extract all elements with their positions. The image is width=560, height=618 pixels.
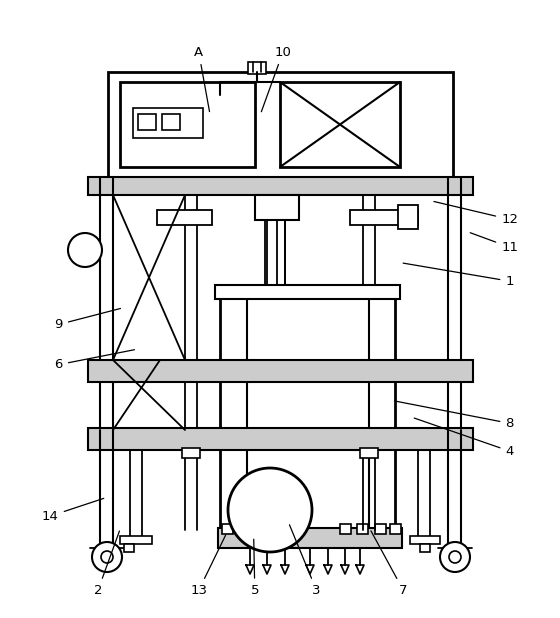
Bar bbox=[390, 524, 401, 534]
Bar bbox=[350, 210, 418, 225]
Bar bbox=[247, 295, 369, 530]
Text: 1: 1 bbox=[403, 263, 514, 288]
Bar bbox=[88, 428, 473, 450]
Text: 7: 7 bbox=[371, 531, 408, 597]
Bar bbox=[88, 177, 473, 195]
Text: 3: 3 bbox=[290, 525, 321, 597]
Bar bbox=[340, 524, 351, 534]
Text: 12: 12 bbox=[434, 201, 518, 226]
Text: 8: 8 bbox=[395, 401, 514, 430]
Bar bbox=[398, 205, 418, 229]
Bar bbox=[138, 114, 156, 130]
Bar bbox=[162, 114, 180, 130]
Bar bbox=[360, 448, 378, 458]
Text: A: A bbox=[194, 46, 209, 112]
Bar bbox=[108, 72, 453, 177]
Circle shape bbox=[440, 542, 470, 572]
Text: 10: 10 bbox=[262, 46, 291, 112]
Bar bbox=[157, 210, 212, 225]
Bar bbox=[280, 82, 400, 167]
Bar bbox=[248, 62, 266, 74]
Bar bbox=[215, 285, 400, 299]
Bar bbox=[255, 195, 299, 220]
Circle shape bbox=[68, 233, 102, 267]
Bar bbox=[120, 536, 152, 544]
Text: 14: 14 bbox=[42, 498, 104, 523]
Circle shape bbox=[228, 468, 312, 552]
Text: 5: 5 bbox=[250, 539, 259, 597]
Text: 4: 4 bbox=[414, 418, 514, 458]
Text: 13: 13 bbox=[190, 535, 226, 597]
Bar bbox=[375, 524, 386, 534]
Bar bbox=[420, 544, 430, 552]
Bar bbox=[357, 524, 368, 534]
Bar bbox=[220, 295, 395, 530]
Bar bbox=[124, 544, 134, 552]
Text: 2: 2 bbox=[94, 531, 119, 597]
Bar bbox=[222, 524, 233, 534]
Bar bbox=[88, 360, 473, 382]
Bar bbox=[218, 528, 402, 548]
Text: 6: 6 bbox=[55, 350, 134, 371]
Text: 11: 11 bbox=[470, 233, 518, 254]
Bar bbox=[410, 536, 440, 544]
Text: 9: 9 bbox=[55, 308, 120, 331]
Circle shape bbox=[101, 551, 113, 563]
Bar bbox=[237, 524, 248, 534]
Circle shape bbox=[449, 551, 461, 563]
Bar bbox=[120, 82, 255, 167]
Circle shape bbox=[92, 542, 122, 572]
Bar bbox=[182, 448, 200, 458]
Bar bbox=[133, 108, 203, 138]
